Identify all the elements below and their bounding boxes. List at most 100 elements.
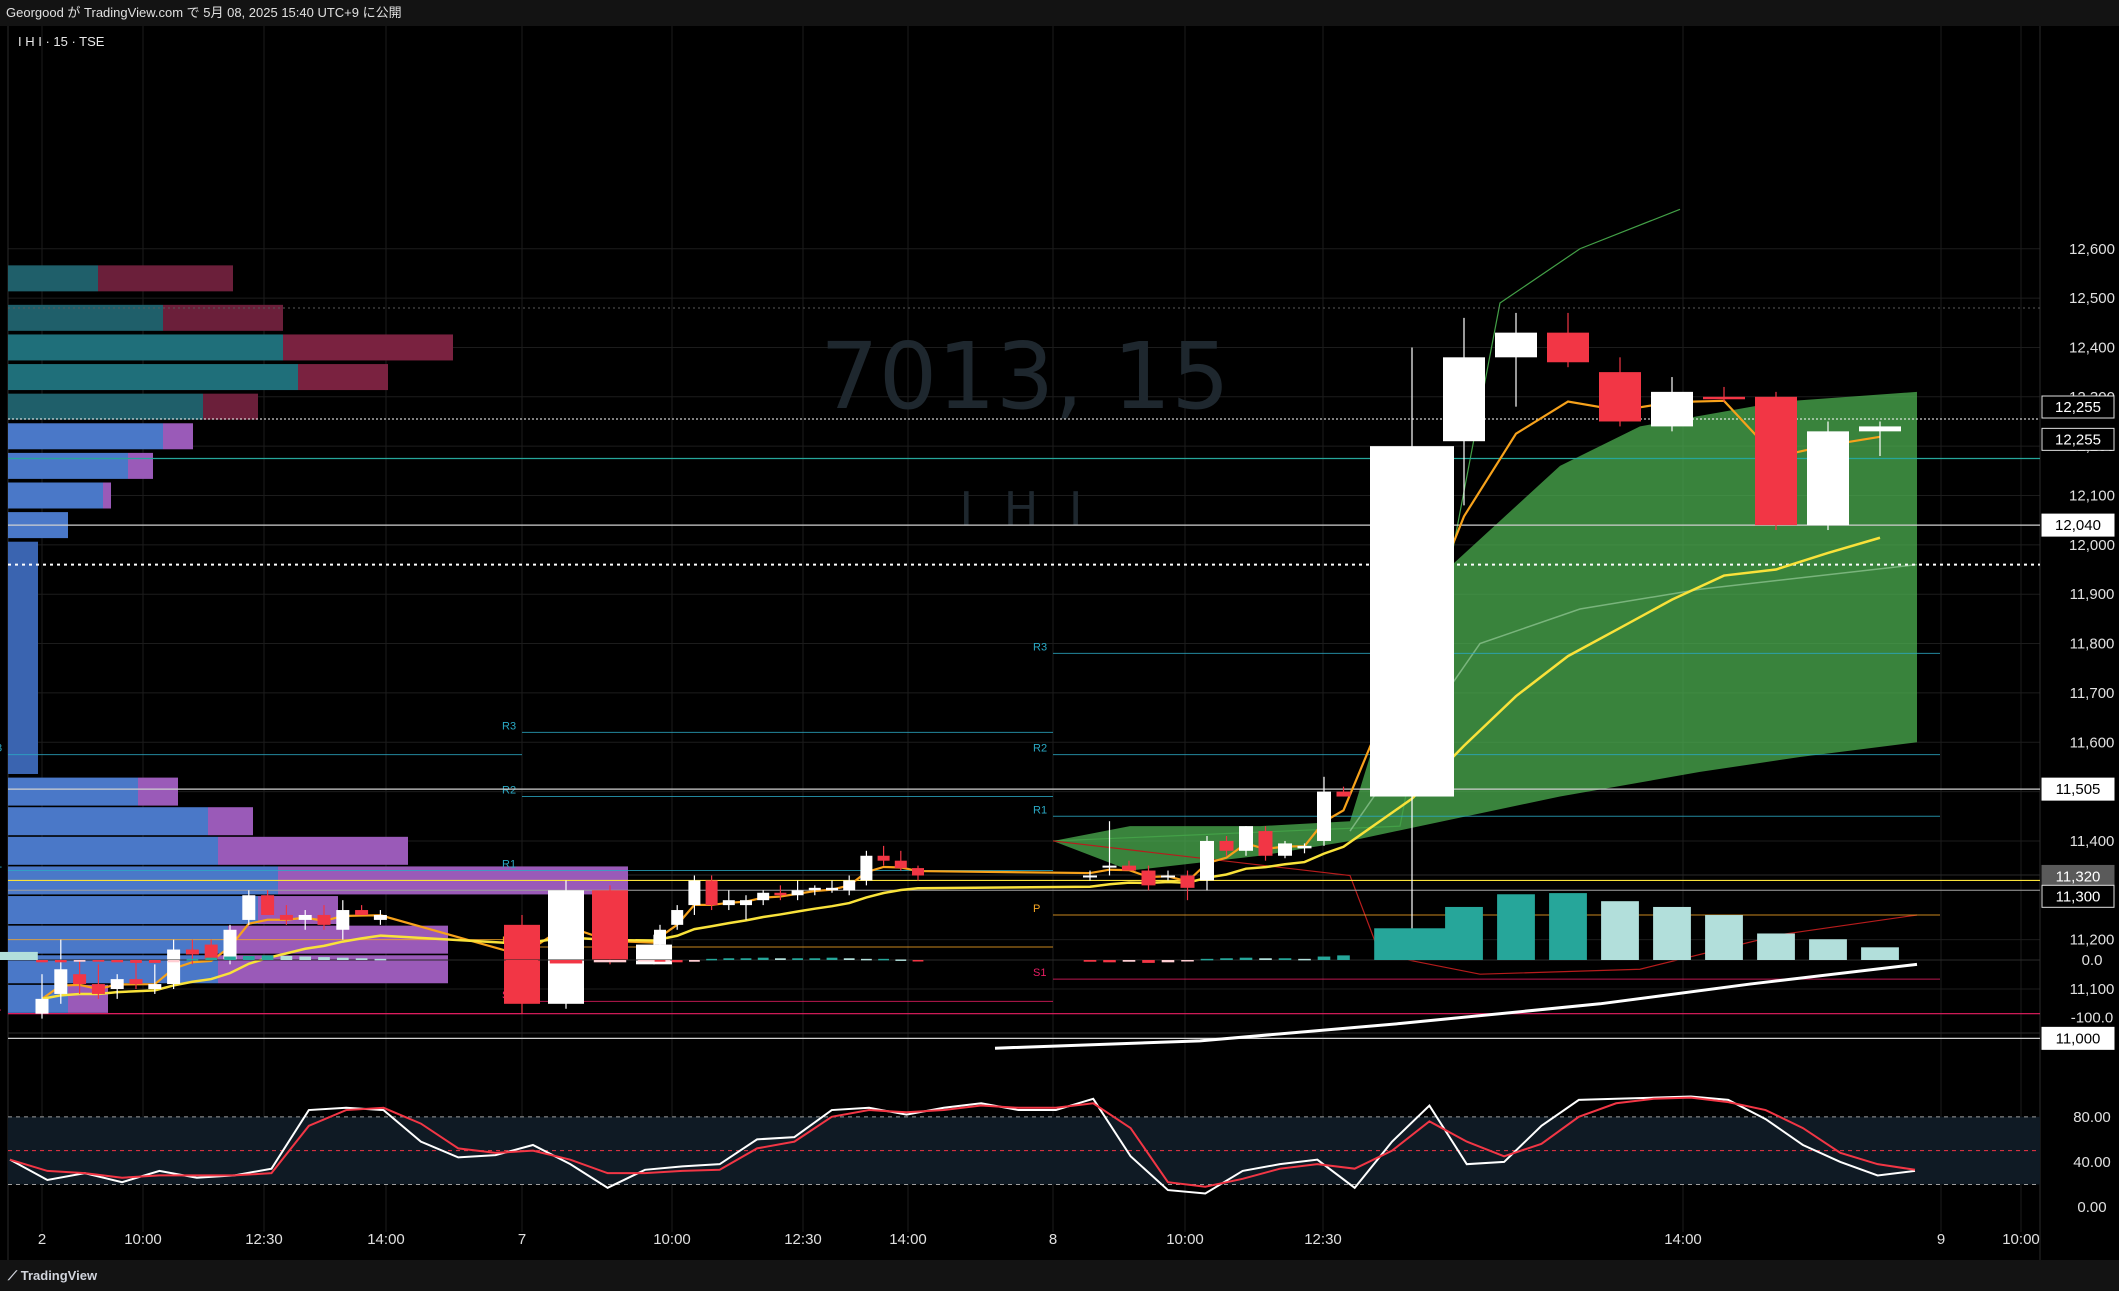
time-tick: 14:00 bbox=[889, 1231, 927, 1248]
candle-body bbox=[1859, 426, 1901, 432]
price-tag bbox=[2041, 1026, 2115, 1050]
macd-bar bbox=[1083, 960, 1097, 962]
candle-body bbox=[317, 914, 331, 925]
macd-bar bbox=[895, 959, 907, 961]
candle-body bbox=[167, 949, 181, 985]
candle-body bbox=[757, 892, 770, 901]
candle-body bbox=[671, 910, 684, 925]
price-tag-label: 11,320 bbox=[2056, 868, 2101, 885]
macd-bar bbox=[92, 960, 105, 962]
macd-bar bbox=[505, 960, 539, 962]
footer-bar: ⟋ TradingView bbox=[0, 1260, 2119, 1291]
macd-bar bbox=[1259, 958, 1272, 960]
macd-bar bbox=[1103, 960, 1116, 963]
macd-bar bbox=[809, 958, 821, 960]
candle-body bbox=[774, 892, 787, 896]
macd-bar bbox=[1142, 960, 1155, 963]
price-tag-label: 11,300 bbox=[2056, 888, 2101, 905]
macd-bar bbox=[861, 958, 872, 961]
candle-body bbox=[1651, 391, 1693, 427]
candle-body bbox=[912, 868, 924, 876]
pivot-label: R3 bbox=[502, 720, 516, 732]
macd-bar bbox=[1161, 960, 1175, 963]
candle-body bbox=[808, 887, 821, 891]
publish-bar: Georgood が TradingView.com で 5月 08, 2025… bbox=[0, 0, 2119, 26]
pivot-label: P bbox=[1033, 903, 1040, 915]
vp-bar-up bbox=[8, 807, 208, 836]
candle-body bbox=[860, 855, 873, 881]
candle-body bbox=[504, 924, 540, 1004]
macd-bar bbox=[757, 957, 769, 960]
candle-body bbox=[91, 984, 105, 994]
macd-bar bbox=[671, 960, 683, 963]
macd-bar bbox=[130, 960, 142, 963]
candle-body bbox=[705, 880, 718, 906]
candles[interactable] bbox=[35, 312, 1902, 1019]
pivot-label: R2 bbox=[502, 785, 516, 797]
candle-body bbox=[843, 880, 856, 891]
candle-body bbox=[223, 929, 237, 960]
time-tick: 10:00 bbox=[124, 1231, 162, 1248]
vp-bar-up bbox=[8, 334, 283, 361]
macd-bar bbox=[1653, 906, 1691, 960]
price-tick: 11,700 bbox=[2070, 685, 2115, 702]
vp-bar-up bbox=[8, 955, 218, 984]
macd-bar bbox=[224, 956, 236, 960]
macd-bar bbox=[1239, 957, 1253, 960]
price-tag-label: 11,505 bbox=[2056, 781, 2101, 798]
candle-body bbox=[1443, 357, 1485, 442]
pivot-label: R1 bbox=[502, 859, 516, 871]
stoch-k-line bbox=[9, 1095, 1916, 1195]
watermark-ticker: 7013, 15 bbox=[820, 323, 1230, 430]
price-tick: 11,200 bbox=[2070, 932, 2115, 949]
candle-body bbox=[1083, 875, 1097, 878]
macd-bar bbox=[73, 960, 86, 962]
pivot-label: R1 bbox=[1033, 804, 1047, 816]
macd-bar bbox=[843, 958, 855, 960]
vp-bar-down bbox=[298, 364, 388, 391]
candle-body bbox=[1495, 332, 1537, 358]
symbol-legend[interactable]: I H I · 15 · TSE bbox=[18, 34, 105, 49]
vp-bar-up bbox=[8, 364, 298, 391]
macd-bar bbox=[261, 955, 274, 960]
candle-body bbox=[1317, 791, 1331, 841]
candle-body bbox=[636, 944, 672, 965]
stoch-tick: 40.00 bbox=[2073, 1154, 2111, 1171]
vp-bar-up bbox=[8, 482, 103, 509]
vp-bar-up bbox=[8, 777, 138, 806]
macd-bar bbox=[36, 960, 48, 963]
macd-bar bbox=[1445, 906, 1483, 960]
stoch-tick: 80.00 bbox=[2073, 1109, 2111, 1126]
macd-bar bbox=[355, 958, 368, 960]
macd-bar bbox=[689, 960, 700, 962]
vp-bar-down bbox=[283, 334, 453, 361]
candle-body bbox=[548, 890, 584, 1004]
candle-body bbox=[1703, 396, 1745, 400]
price-tick: 12,600 bbox=[2069, 241, 2115, 258]
candle-body bbox=[592, 890, 628, 960]
price-tag-label: 12,040 bbox=[2055, 517, 2101, 534]
time-tick: 12:30 bbox=[245, 1231, 283, 1248]
price-tick: 12,500 bbox=[2069, 290, 2115, 307]
macd-bar bbox=[826, 957, 838, 960]
watermark-name: I H I bbox=[960, 482, 1091, 536]
candle-body bbox=[73, 974, 87, 985]
time-axis[interactable]: 2 10:00 12:30 14:00 7 10:00 12:30 14:00 8 10:00 12… bbox=[38, 1231, 2040, 1248]
candle-body bbox=[1102, 865, 1117, 868]
price-tag bbox=[2041, 884, 2115, 908]
vp-bar-up bbox=[8, 304, 163, 331]
macd-bar bbox=[54, 960, 67, 963]
macd-bar bbox=[1337, 955, 1350, 960]
candle-body bbox=[1599, 372, 1641, 422]
candle-body bbox=[148, 984, 162, 989]
price-tag bbox=[2041, 395, 2115, 419]
price-axis[interactable]: 11,00011,10011,20011,30011,40011,50011,6… bbox=[2041, 241, 2115, 1050]
vp-bar-down bbox=[218, 836, 408, 865]
macd-bar bbox=[111, 960, 124, 963]
candle-body bbox=[1141, 870, 1156, 886]
candle-body bbox=[1239, 826, 1253, 851]
time-tick: 8 bbox=[1049, 1231, 1057, 1248]
macd-bar bbox=[878, 958, 889, 961]
publish-info: Georgood が TradingView.com で 5月 08, 2025… bbox=[6, 5, 402, 20]
